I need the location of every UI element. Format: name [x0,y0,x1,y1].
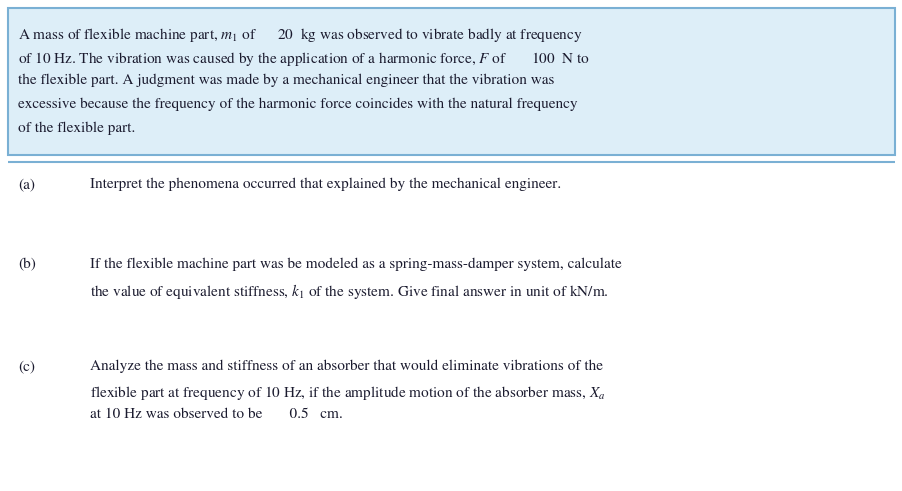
Text: (a): (a) [18,178,35,191]
Text: of the flexible part.: of the flexible part. [18,122,135,136]
Text: flexible part at frequency of 10 Hz, if the amplitude motion of the absorber mas: flexible part at frequency of 10 Hz, if … [90,384,605,402]
Text: of 10 Hz. The vibration was caused by the application of a harmonic force, $F$ o: of 10 Hz. The vibration was caused by th… [18,50,590,68]
Text: the value of equivalent stiffness, $k_1$ of the system. Give final answer in uni: the value of equivalent stiffness, $k_1$… [90,282,608,301]
Text: (c): (c) [18,360,35,373]
Text: excessive because the frequency of the harmonic force coincides with the natural: excessive because the frequency of the h… [18,98,577,111]
Text: Interpret the phenomena occurred that explained by the mechanical engineer.: Interpret the phenomena occurred that ex… [90,178,560,191]
Text: A mass of flexible machine part, $m_1$ of      20  kg was observed to vibrate ba: A mass of flexible machine part, $m_1$ o… [18,26,582,44]
Text: If the flexible machine part was be modeled as a spring-mass-damper system, calc: If the flexible machine part was be mode… [90,258,621,272]
Text: the flexible part. A judgment was made by a mechanical engineer that the vibrati: the flexible part. A judgment was made b… [18,74,554,87]
FancyBboxPatch shape [8,8,894,155]
Text: (b): (b) [18,258,36,272]
Text: at 10 Hz was observed to be       0.5   cm.: at 10 Hz was observed to be 0.5 cm. [90,408,343,421]
Text: Analyze the mass and stiffness of an absorber that would eliminate vibrations of: Analyze the mass and stiffness of an abs… [90,360,603,374]
